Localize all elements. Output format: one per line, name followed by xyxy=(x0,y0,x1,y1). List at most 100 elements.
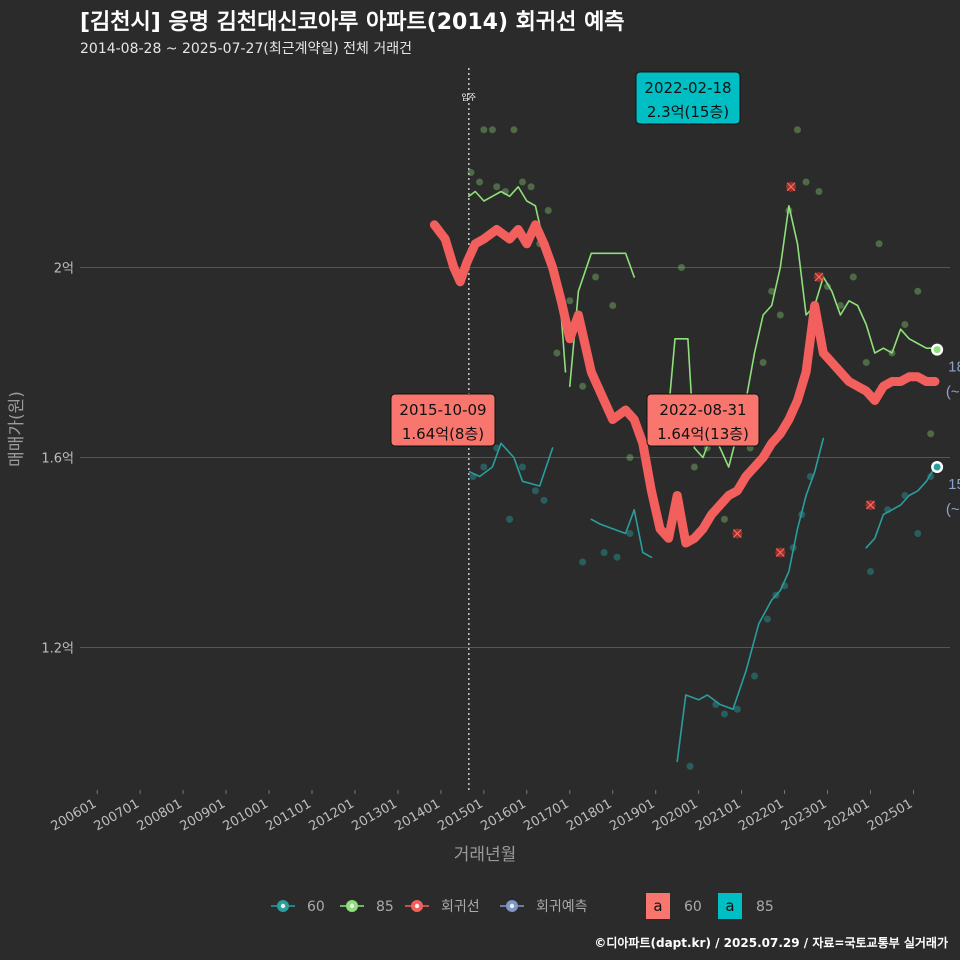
end-label-value: 15,800 xyxy=(948,476,960,493)
scatter-point-85 xyxy=(836,302,844,309)
x-tick-label: 201001 xyxy=(221,796,271,834)
x-tick-label: 200701 xyxy=(92,796,142,834)
legend-label: 85 xyxy=(376,899,394,915)
regression-mark-x xyxy=(732,529,742,538)
x-axis-title: 거래년월 xyxy=(454,845,517,865)
scatter-point-85 xyxy=(862,359,870,366)
regression-mark-x xyxy=(866,500,875,510)
callout-value: 1.64억(8층) xyxy=(402,425,484,443)
scatter-point-85 xyxy=(759,359,767,366)
y-tick-label: 2억 xyxy=(54,262,74,277)
chart-title: [김천시] 응명 김천대신코아루 아파트(2014) 회귀선 예측 xyxy=(80,10,625,35)
scatter-point-85 xyxy=(927,430,935,438)
scatter-point-60 xyxy=(531,487,539,495)
series-line-60 xyxy=(468,442,554,487)
callout-date: 2022-02-18 xyxy=(644,79,731,97)
x-tick-label: 201601 xyxy=(478,796,528,834)
end-label-area: (~60㎡) xyxy=(946,501,960,518)
legend-box-letter: a xyxy=(653,897,662,915)
legend-box xyxy=(718,893,742,919)
x-tick-label: 201901 xyxy=(607,796,657,834)
scatter-point-60 xyxy=(480,463,488,471)
scatter-point-60 xyxy=(720,710,728,718)
x-tick-label: 201501 xyxy=(435,796,485,834)
scatter-point-85 xyxy=(875,240,883,248)
legend-label: 회귀선 xyxy=(441,899,480,915)
callout-date: 2015-10-09 xyxy=(399,401,486,419)
chart-subtitle: 2014-08-28 ~ 2025-07-27(최근계약일) 전체 거래건 xyxy=(80,41,412,57)
scatter-point-60 xyxy=(626,530,634,537)
end-point-inner xyxy=(933,463,941,471)
scatter-point-85 xyxy=(901,321,909,328)
scatter-point-85 xyxy=(914,287,922,295)
series-line-60 xyxy=(676,437,825,763)
end-label-area: (~85㎡) xyxy=(946,384,960,401)
legend-box-letter: a xyxy=(725,897,734,915)
legend-label: 회귀예측 xyxy=(536,899,588,915)
x-tick-label: 201101 xyxy=(264,796,314,834)
legend-box xyxy=(646,893,670,919)
regression-line xyxy=(429,220,940,548)
scatter-point-60 xyxy=(540,496,548,504)
x-tick-label: 200601 xyxy=(49,796,99,834)
x-tick-label: 202101 xyxy=(693,796,743,834)
scatter-point-60 xyxy=(519,463,527,471)
x-tick-label: 202201 xyxy=(736,796,786,834)
legend-label: 60 xyxy=(307,899,325,915)
scatter-point-85 xyxy=(768,287,776,295)
scatter-point-85 xyxy=(592,273,600,281)
x-tick-label: 200901 xyxy=(178,796,228,834)
x-tick-label: 202001 xyxy=(650,796,700,834)
scatter-point-85 xyxy=(476,178,484,186)
series-line-85 xyxy=(467,186,567,373)
callout-box xyxy=(635,71,741,125)
scatter-point-85 xyxy=(493,183,501,191)
end-label-value: 18,271 xyxy=(948,359,960,376)
scatter-point-85 xyxy=(510,126,518,134)
legend-dot-center xyxy=(414,903,420,909)
series-line-85 xyxy=(667,205,936,468)
scatter-point-85 xyxy=(480,126,488,134)
scatter-point-85 xyxy=(776,311,784,319)
scatter-point-85 xyxy=(677,264,685,271)
scatter-point-60 xyxy=(867,568,875,575)
x-tick-label: 202301 xyxy=(779,796,829,834)
scatter-point-85 xyxy=(720,515,728,523)
scatter-point-60 xyxy=(751,672,759,680)
callout-label: 2015-10-09 1.64억(8층) xyxy=(390,393,496,447)
scatter-point-85 xyxy=(609,302,617,309)
callout-label: 2022-08-31 1.64억(13층) xyxy=(646,393,760,447)
legend-dot-center xyxy=(280,903,286,909)
x-tick-label: 201301 xyxy=(349,796,399,834)
scatter-point-85 xyxy=(690,463,698,471)
x-tick-label: 201401 xyxy=(392,796,442,834)
x-tick-label: 201701 xyxy=(521,796,571,834)
scatter-point-85 xyxy=(849,273,857,281)
scatter-point-60 xyxy=(733,705,741,713)
x-tick-label: 202401 xyxy=(822,796,872,834)
scatter-point-85 xyxy=(815,188,823,195)
legend-box-label: 85 xyxy=(756,899,774,915)
scatter-point-85 xyxy=(579,382,587,390)
scatter-point-85 xyxy=(544,207,552,214)
legend-dot-center xyxy=(509,903,515,909)
legend-box-label: 60 xyxy=(684,899,702,915)
scatter-point-60 xyxy=(686,762,694,770)
regression-mark-x xyxy=(814,272,824,282)
callout-date: 2022-08-31 xyxy=(659,401,746,419)
move-in-label: 입주 xyxy=(461,93,476,102)
scatter-point-85 xyxy=(488,126,496,134)
scatter-point-60 xyxy=(506,515,514,523)
scatter-point-60 xyxy=(914,530,922,537)
scatter-point-60 xyxy=(763,615,771,623)
y-tick-label: 1.6억 xyxy=(41,452,74,467)
scatter-point-85 xyxy=(519,178,527,186)
scatter-point-85 xyxy=(566,297,574,305)
scatter-point-60 xyxy=(600,549,608,556)
callout-label: 2022-02-18 2.3억(15층) xyxy=(635,71,741,125)
y-axis-title: 매매가(원) xyxy=(7,391,27,467)
x-tick-label: 200801 xyxy=(135,796,185,834)
series-line-60 xyxy=(865,466,936,549)
scatter-point-85 xyxy=(467,169,475,176)
